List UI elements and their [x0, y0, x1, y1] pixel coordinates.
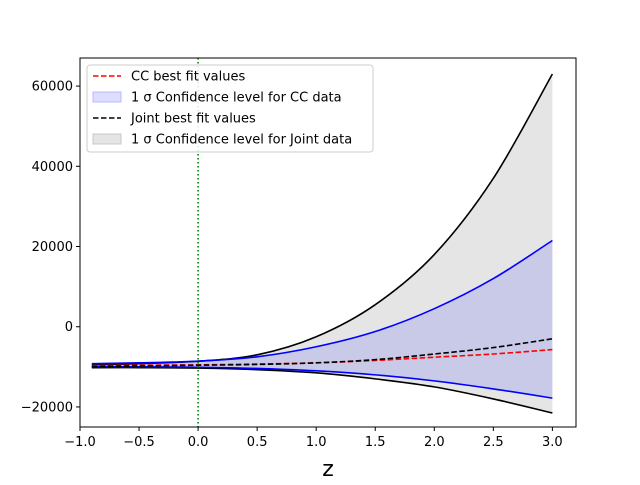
x-tick-label: 2.0: [424, 435, 445, 450]
x-tick-label: 1.5: [365, 435, 386, 450]
confidence-band-joint: [91, 74, 553, 413]
legend-swatch-patch: [92, 91, 122, 103]
band-lower-edge-cc: [91, 366, 553, 399]
legend-label: CC best fit values: [131, 70, 245, 85]
x-tick-label: 1.0: [306, 435, 327, 450]
plot-area: [91, 58, 554, 427]
y-tick-label: 40000: [32, 160, 73, 175]
x-tick-label: 3.0: [542, 435, 563, 450]
x-axis-label: z: [322, 457, 334, 480]
axes-frame: [79, 57, 577, 428]
y-tick-label: 20000: [32, 240, 73, 255]
y-tick-label: 0: [65, 320, 73, 335]
legend-label: Joint best fit values: [130, 112, 256, 127]
x-tick-label: −1.0: [64, 435, 96, 450]
y-tick-label: 60000: [32, 80, 73, 95]
y-tick-label: −20000: [21, 400, 73, 415]
legend: CC best fit values 1 σ Confidence level f…: [86, 64, 374, 153]
x-tick-label: −0.5: [123, 435, 155, 450]
x-tick-label: 0.5: [247, 435, 268, 450]
band-upper-edge-cc: [91, 239, 553, 365]
axis-ticks: −1.0 −0.5 0.0 0.5 1.0 1.5 2.0 2.5 3.0 −20000 0 2000…: [21, 80, 563, 450]
x-tick-label: 2.5: [483, 435, 504, 450]
legend-swatch-patch: [92, 133, 122, 145]
legend-label: 1 σ Confidence level for Joint data: [131, 133, 352, 148]
confidence-band-cc: [91, 240, 553, 399]
legend-label: 1 σ Confidence level for CC data: [131, 91, 342, 106]
series-line-joint-best-fit: [91, 337, 553, 368]
x-tick-label: 0.0: [188, 435, 209, 450]
legend-box: [86, 64, 374, 153]
